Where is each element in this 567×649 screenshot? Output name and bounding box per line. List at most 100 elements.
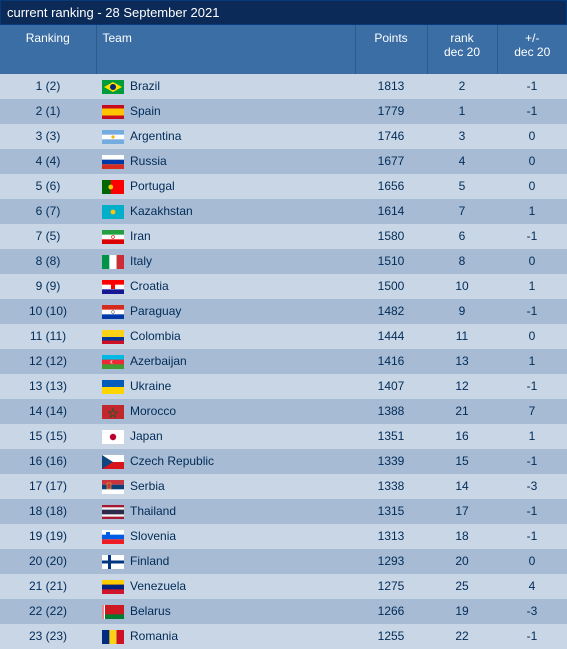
cell-ranking: 8 (8): [0, 249, 96, 274]
table-header: Ranking Team Points rankdec 20 +/-dec 20: [0, 25, 567, 74]
cell-pm-dec20: -1: [497, 224, 567, 249]
cell-points: 1444: [355, 324, 427, 349]
table-row[interactable]: 10 (10)Paraguay14829-1: [0, 299, 567, 324]
cell-pm-dec20: 0: [497, 149, 567, 174]
flag-icon: [102, 355, 124, 369]
table-row[interactable]: 16 (16)Czech Republic133915-1: [0, 449, 567, 474]
cell-team: Kazakhstan: [96, 199, 355, 224]
cell-rank-dec20: 13: [427, 349, 497, 374]
cell-ranking: 1 (2): [0, 74, 96, 99]
cell-pm-dec20: 7: [497, 399, 567, 424]
table-row[interactable]: 12 (12)Azerbaijan1416131: [0, 349, 567, 374]
cell-team: Colombia: [96, 324, 355, 349]
flag-icon: [102, 105, 124, 119]
cell-pm-dec20: -3: [497, 599, 567, 624]
cell-pm-dec20: -1: [497, 299, 567, 324]
col-header-ranking[interactable]: Ranking: [0, 25, 96, 74]
table-row[interactable]: 4 (4)Russia167740: [0, 149, 567, 174]
table-row[interactable]: 17 (17)Serbia133814-3: [0, 474, 567, 499]
cell-pm-dec20: 0: [497, 324, 567, 349]
col-header-pm-dec20[interactable]: +/-dec 20: [497, 25, 567, 74]
cell-points: 1407: [355, 374, 427, 399]
cell-points: 1275: [355, 574, 427, 599]
cell-rank-dec20: 10: [427, 274, 497, 299]
col-header-rank-dec20[interactable]: rankdec 20: [427, 25, 497, 74]
cell-pm-dec20: -1: [497, 524, 567, 549]
table-row[interactable]: 23 (23)Romania125522-1: [0, 624, 567, 649]
cell-rank-dec20: 25: [427, 574, 497, 599]
cell-ranking: 2 (1): [0, 99, 96, 124]
cell-team: Japan: [96, 424, 355, 449]
cell-pm-dec20: -1: [497, 374, 567, 399]
cell-team: Slovenia: [96, 524, 355, 549]
cell-rank-dec20: 5: [427, 174, 497, 199]
flag-icon: [102, 80, 124, 94]
cell-points: 1416: [355, 349, 427, 374]
cell-ranking: 17 (17): [0, 474, 96, 499]
cell-rank-dec20: 4: [427, 149, 497, 174]
cell-ranking: 7 (5): [0, 224, 96, 249]
cell-pm-dec20: 0: [497, 124, 567, 149]
flag-icon: [102, 455, 124, 469]
flag-icon: [102, 130, 124, 144]
flag-icon: [102, 330, 124, 344]
table-row[interactable]: 8 (8)Italy151080: [0, 249, 567, 274]
cell-points: 1746: [355, 124, 427, 149]
table-row[interactable]: 15 (15)Japan1351161: [0, 424, 567, 449]
team-name: Russia: [130, 154, 167, 168]
table-row[interactable]: 11 (11)Colombia1444110: [0, 324, 567, 349]
cell-ranking: 13 (13): [0, 374, 96, 399]
cell-rank-dec20: 22: [427, 624, 497, 649]
table-row[interactable]: 6 (7)Kazakhstan161471: [0, 199, 567, 224]
cell-rank-dec20: 6: [427, 224, 497, 249]
team-name: Serbia: [130, 479, 165, 493]
col-header-points[interactable]: Points: [355, 25, 427, 74]
cell-points: 1339: [355, 449, 427, 474]
cell-team: Brazil: [96, 74, 355, 99]
table-row[interactable]: 2 (1)Spain17791-1: [0, 99, 567, 124]
cell-pm-dec20: -3: [497, 474, 567, 499]
title-text: current ranking - 28 September 2021: [7, 5, 219, 20]
table-row[interactable]: 19 (19)Slovenia131318-1: [0, 524, 567, 549]
table-row[interactable]: 7 (5)Iran15806-1: [0, 224, 567, 249]
table-row[interactable]: 18 (18)Thailand131517-1: [0, 499, 567, 524]
table-row[interactable]: 1 (2)Brazil18132-1: [0, 74, 567, 99]
cell-rank-dec20: 12: [427, 374, 497, 399]
table-row[interactable]: 14 (14)Morocco1388217: [0, 399, 567, 424]
cell-pm-dec20: -1: [497, 99, 567, 124]
cell-points: 1315: [355, 499, 427, 524]
table-row[interactable]: 5 (6)Portugal165650: [0, 174, 567, 199]
table-row[interactable]: 21 (21)Venezuela1275254: [0, 574, 567, 599]
cell-points: 1255: [355, 624, 427, 649]
cell-pm-dec20: 1: [497, 349, 567, 374]
cell-ranking: 18 (18): [0, 499, 96, 524]
flag-icon: [102, 555, 124, 569]
cell-team: Russia: [96, 149, 355, 174]
cell-ranking: 15 (15): [0, 424, 96, 449]
cell-rank-dec20: 18: [427, 524, 497, 549]
cell-points: 1656: [355, 174, 427, 199]
table-row[interactable]: 3 (3)Argentina174630: [0, 124, 567, 149]
cell-ranking: 16 (16): [0, 449, 96, 474]
table-row[interactable]: 9 (9)Croatia1500101: [0, 274, 567, 299]
team-name: Spain: [130, 104, 161, 118]
cell-ranking: 3 (3): [0, 124, 96, 149]
cell-points: 1313: [355, 524, 427, 549]
flag-icon: [102, 255, 124, 269]
col-header-team[interactable]: Team: [96, 25, 355, 74]
cell-pm-dec20: -1: [497, 499, 567, 524]
flag-icon: [102, 305, 124, 319]
table-row[interactable]: 13 (13)Ukraine140712-1: [0, 374, 567, 399]
team-name: Italy: [130, 254, 152, 268]
table-row[interactable]: 22 (22)Belarus126619-3: [0, 599, 567, 624]
cell-ranking: 11 (11): [0, 324, 96, 349]
flag-icon: [102, 180, 124, 194]
table-row[interactable]: 20 (20)Finland1293200: [0, 549, 567, 574]
cell-rank-dec20: 3: [427, 124, 497, 149]
flag-icon: [102, 280, 124, 294]
cell-team: Azerbaijan: [96, 349, 355, 374]
cell-pm-dec20: -1: [497, 449, 567, 474]
team-name: Belarus: [130, 604, 171, 618]
flag-icon: [102, 205, 124, 219]
cell-team: Romania: [96, 624, 355, 649]
